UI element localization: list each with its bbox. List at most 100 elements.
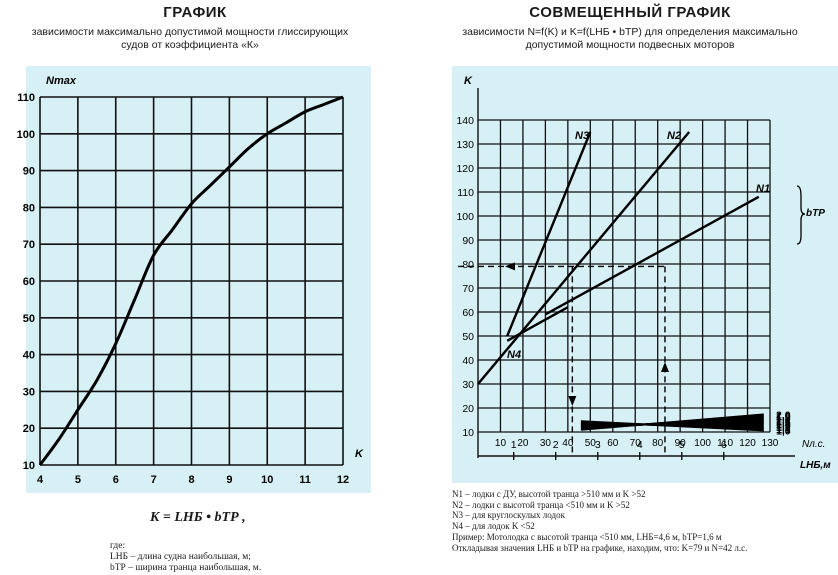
right-chart-legend: N1 – лодки с ДУ, высотой транца >510 мм … bbox=[452, 489, 837, 553]
left-ytick-label: 50 bbox=[23, 313, 35, 325]
btr-value-label: 1,6 bbox=[776, 416, 791, 428]
right-n-tick-label: 70 bbox=[630, 438, 642, 449]
left-ytick-label: 30 bbox=[23, 386, 35, 398]
left-nmax-curve bbox=[38, 95, 344, 466]
btr-value-label: 1,0 bbox=[776, 425, 791, 437]
btr-value-label: 1,8 bbox=[776, 413, 791, 425]
right-ytick-label: 110 bbox=[457, 187, 474, 199]
right-n-tick-label: 130 bbox=[762, 438, 779, 449]
example-arrow-down-icon bbox=[568, 396, 577, 406]
left-chart-subtitle: зависимости максимально допустимой мощно… bbox=[31, 26, 349, 51]
example-arrow-up-icon bbox=[660, 362, 669, 372]
right-n-tick-label: 50 bbox=[585, 438, 597, 449]
legend-n3: N3 – для круглоскулых лодок bbox=[452, 510, 565, 521]
right-ytick-label: 80 bbox=[462, 259, 474, 271]
right-n-tick-label: 80 bbox=[652, 438, 664, 449]
left-ytick-label: 10 bbox=[23, 460, 35, 472]
btr-value-label: 2,0 bbox=[776, 409, 791, 421]
right-ytick-label: 20 bbox=[462, 403, 474, 415]
right-l-tick-label: 3 bbox=[595, 439, 601, 451]
n3-label: N3 bbox=[575, 130, 589, 142]
btr-value-label: 1,1 bbox=[776, 424, 791, 436]
n1-label: N1 bbox=[756, 183, 770, 195]
right-ytick-label: 30 bbox=[462, 379, 474, 391]
left-plot-background bbox=[26, 66, 371, 493]
left-xtick-label: 9 bbox=[226, 474, 232, 486]
left-ytick-label: 40 bbox=[23, 350, 35, 362]
left-xtick-label: 12 bbox=[337, 474, 349, 486]
btr-value-label: 1,7 bbox=[776, 414, 791, 426]
right-n-tick-label: 10 bbox=[495, 438, 507, 449]
left-ytick-label: 60 bbox=[23, 276, 35, 288]
right-ytick-label: 40 bbox=[462, 355, 474, 367]
k-formula: K = LНБ • bТР , bbox=[150, 510, 246, 525]
right-ytick-label: 10 bbox=[462, 427, 474, 439]
left-ylabel: Nmax bbox=[46, 75, 77, 87]
right-n-tick-label: 110 bbox=[717, 438, 733, 449]
right-n-tick-label: 20 bbox=[517, 438, 529, 449]
right-chart-title: СОВМЕЩЕННЫЙ ГРАФИК bbox=[529, 4, 731, 21]
n-curve-n2 bbox=[477, 131, 691, 385]
right-l-axis-label: LНБ,м bbox=[800, 460, 831, 471]
n-curve-n3 bbox=[506, 131, 592, 337]
legend-n4: N4 – для лодок K <52 bbox=[452, 521, 535, 532]
right-n-tick-label: 40 bbox=[562, 438, 574, 449]
left-xtick-label: 5 bbox=[75, 474, 81, 486]
left-xtick-label: 7 bbox=[151, 474, 157, 486]
btr-value-label: 1,4 bbox=[776, 419, 791, 431]
right-l-tick-label: 4 bbox=[637, 439, 643, 451]
left-xlabel: K bbox=[355, 448, 364, 460]
left-xtick-label: 8 bbox=[188, 474, 194, 486]
right-plot-background bbox=[452, 66, 838, 483]
btr-label: bТР bbox=[806, 208, 825, 219]
left-ytick-label: 80 bbox=[23, 202, 35, 214]
right-ytick-label: 70 bbox=[462, 283, 474, 295]
where-line-length: LНБ – длина судна наибольшая, м; bbox=[110, 552, 251, 562]
left-ytick-label: 90 bbox=[23, 166, 35, 178]
where-label: где: bbox=[110, 541, 126, 551]
right-ytick-label: 60 bbox=[462, 307, 474, 319]
right-n-tick-label: 30 bbox=[540, 438, 552, 449]
btr-value-label: 1,3 bbox=[776, 421, 791, 433]
legend-n2: N2 – лодки с высотой транца <510 мм и K … bbox=[452, 499, 630, 510]
example-arrow-left-icon bbox=[505, 262, 515, 271]
btr-value-label: 1,5 bbox=[776, 417, 791, 429]
formula-where: где: LНБ – длина судна наибольшая, м; bТ… bbox=[110, 541, 261, 574]
right-ytick-label: 100 bbox=[456, 211, 474, 223]
right-ytick-label: 90 bbox=[462, 235, 474, 247]
right-n-tick-label: 60 bbox=[607, 438, 619, 449]
right-chart-subtitle: зависимости N=f(K) и K=f(LНБ • bТР) для … bbox=[462, 26, 798, 51]
left-ytick-label: 110 bbox=[17, 92, 35, 104]
left-ytick-label: 20 bbox=[23, 423, 35, 435]
right-n-tick-label: 100 bbox=[694, 438, 711, 449]
right-ytick-label: 50 bbox=[462, 331, 474, 343]
left-ytick-label: 70 bbox=[23, 239, 35, 251]
n-curve-n4 bbox=[506, 306, 569, 342]
right-l-tick-label: 1 bbox=[511, 439, 517, 451]
btr-value-label: 1,2 bbox=[776, 422, 791, 434]
right-n-tick-label: 120 bbox=[739, 438, 756, 449]
n4-label: N4 bbox=[507, 349, 521, 361]
legend-result: Откладывая значения LНБ и bТР на графике… bbox=[452, 542, 748, 553]
legend-example: Пример: Мотолодка с высотой транца <510 … bbox=[452, 531, 722, 542]
n-curve-n1 bbox=[544, 195, 760, 316]
right-n-tick-label: 90 bbox=[675, 438, 687, 449]
where-line-width: bТР – ширина транца наибольшая, м. bbox=[110, 563, 262, 573]
right-l-tick-label: 6 bbox=[721, 439, 727, 451]
left-xtick-label: 11 bbox=[299, 474, 311, 486]
legend-n1: N1 – лодки с ДУ, высотой транца >510 мм … bbox=[452, 489, 646, 499]
left-xtick-label: 6 bbox=[113, 474, 119, 486]
right-l-tick-label: 2 bbox=[553, 439, 559, 451]
btr-line bbox=[580, 420, 764, 432]
right-ytick-label: 130 bbox=[456, 139, 474, 151]
left-chart-title: ГРАФИК bbox=[163, 4, 227, 21]
left-ytick-label: 100 bbox=[17, 129, 35, 141]
right-ylabel: K bbox=[464, 75, 473, 87]
right-ytick-label: 140 bbox=[456, 115, 474, 127]
n2-label: N2 bbox=[667, 130, 681, 142]
btr-value-label: 1,9 bbox=[776, 411, 791, 423]
right-l-tick-label: 5 bbox=[679, 439, 685, 451]
right-ytick-label: 120 bbox=[456, 163, 474, 175]
right-n-axis-label: Nл.с. bbox=[802, 439, 825, 450]
